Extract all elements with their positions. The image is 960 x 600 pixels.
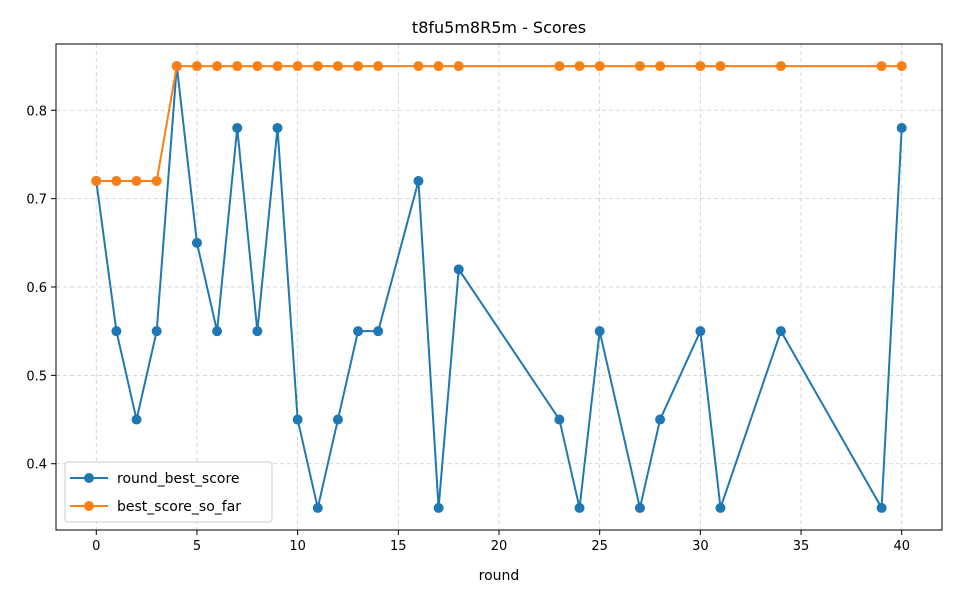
legend: round_best_score best_score_so_far — [64, 461, 273, 523]
data-point — [574, 61, 585, 72]
data-point — [655, 61, 666, 72]
y-tick-label: 0.6 — [26, 281, 47, 296]
x-tick-label: 10 — [289, 539, 306, 554]
data-point — [594, 61, 605, 72]
data-point — [292, 61, 303, 72]
data-point — [191, 61, 202, 72]
x-tick-label: 15 — [390, 539, 407, 554]
data-point — [413, 61, 424, 72]
series-round_best_score — [91, 61, 907, 513]
legend-item: round_best_score — [70, 471, 240, 487]
x-tick-label: 5 — [193, 539, 201, 554]
legend-box — [64, 461, 273, 523]
data-point — [111, 326, 122, 337]
legend-swatch-marker — [84, 501, 94, 511]
data-point — [876, 502, 887, 513]
x-tick-label: 20 — [491, 539, 508, 554]
data-point — [453, 264, 464, 275]
data-point — [876, 61, 887, 72]
data-point — [252, 326, 263, 337]
data-point — [252, 61, 263, 72]
data-point — [695, 61, 706, 72]
data-point — [212, 61, 223, 72]
data-point — [353, 61, 364, 72]
series-line — [95, 65, 903, 509]
series-line — [96, 65, 902, 182]
legend-label: best_score_so_far — [117, 499, 241, 515]
y-tick-label: 0.8 — [26, 104, 47, 119]
data-point — [715, 502, 726, 513]
data-point — [131, 175, 142, 186]
data-point — [453, 61, 464, 72]
data-point — [232, 61, 243, 72]
chart-title: t8fu5m8R5m - Scores — [412, 18, 586, 37]
data-point — [373, 61, 384, 72]
data-point — [433, 61, 444, 72]
data-point — [775, 326, 786, 337]
data-point — [433, 502, 444, 513]
data-point — [312, 61, 323, 72]
data-point — [292, 414, 303, 425]
ticks: 0 5 10 15 20 25 30 35 40 0.4 0.5 0.6 0.7 0.8 — [26, 104, 910, 554]
series-best_score_so_far — [91, 61, 907, 186]
legend-swatch-marker — [84, 473, 94, 483]
x-tick-label: 35 — [793, 539, 810, 554]
data-point — [413, 175, 424, 186]
data-point — [212, 326, 223, 337]
data-point — [272, 122, 283, 133]
data-point — [232, 122, 243, 133]
data-point — [272, 61, 283, 72]
data-point — [151, 326, 162, 337]
data-point — [594, 326, 605, 337]
data-point — [574, 502, 585, 513]
x-tick-label: 25 — [591, 539, 608, 554]
legend-label: round_best_score — [117, 471, 240, 487]
data-point — [312, 502, 323, 513]
data-point — [111, 175, 122, 186]
data-point — [131, 414, 142, 425]
x-tick-label: 0 — [92, 539, 100, 554]
data-point — [554, 414, 565, 425]
series-layer — [91, 61, 907, 513]
legend-item: best_score_so_far — [70, 499, 241, 515]
x-axis-label: round — [479, 568, 520, 584]
x-tick-label: 30 — [692, 539, 709, 554]
data-point — [715, 61, 726, 72]
data-point — [655, 414, 666, 425]
data-point — [332, 414, 343, 425]
data-point — [353, 326, 364, 337]
y-tick-label: 0.4 — [26, 458, 47, 473]
data-point — [634, 502, 645, 513]
y-tick-label: 0.5 — [26, 369, 47, 384]
x-tick-label: 40 — [893, 539, 910, 554]
y-tick-label: 0.7 — [26, 193, 47, 208]
data-point — [695, 326, 706, 337]
data-point — [896, 61, 907, 72]
data-point — [332, 61, 343, 72]
data-point — [554, 61, 565, 72]
data-point — [191, 237, 202, 248]
data-point — [151, 175, 162, 186]
data-point — [171, 61, 182, 72]
data-point — [373, 326, 384, 337]
data-point — [775, 61, 786, 72]
data-point — [91, 175, 102, 186]
data-point — [896, 122, 907, 133]
data-point — [634, 61, 645, 72]
